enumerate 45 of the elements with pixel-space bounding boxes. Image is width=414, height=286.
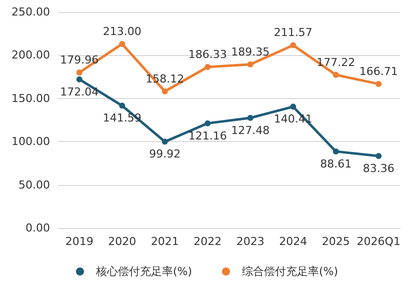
- x-tick-label: 2020: [108, 235, 136, 248]
- point: [119, 40, 126, 47]
- data-label: 83.36: [362, 162, 394, 175]
- x-tick-label: 2021: [150, 235, 179, 248]
- y-tick-label: 100.00: [12, 135, 50, 148]
- data-label: 127.48: [231, 124, 270, 137]
- legend-label: 核心偿付充足率(%): [94, 265, 192, 278]
- point: [290, 104, 296, 110]
- data-label: 121.16: [188, 129, 227, 142]
- x-tick-label: 2024: [279, 235, 308, 248]
- y-tick-label: 50.00: [18, 178, 50, 192]
- data-label: 166.71: [359, 64, 398, 78]
- point: [76, 70, 82, 76]
- y-tick-label: 0.00: [26, 222, 50, 234]
- point: [290, 42, 296, 48]
- point: [376, 80, 382, 87]
- y-tick-label: 200.00: [12, 48, 50, 62]
- point: [332, 72, 339, 78]
- point: [332, 148, 339, 154]
- legend-label: 综合偿付充足率(%): [242, 265, 338, 278]
- point: [162, 88, 168, 94]
- data-label: 172.04: [60, 85, 99, 98]
- data-label: 189.35: [231, 45, 270, 58]
- x-tick-label: 2019: [65, 235, 94, 248]
- data-label: 211.57: [274, 26, 312, 40]
- x-tick-label: 2025: [322, 235, 350, 248]
- point: [162, 138, 168, 145]
- data-label: 179.96: [60, 54, 99, 67]
- point: [376, 152, 382, 159]
- x-tick-label: 2023: [236, 235, 264, 248]
- y-tick-label: 150.00: [12, 92, 50, 105]
- point: [76, 76, 82, 82]
- point: [247, 61, 254, 68]
- data-label: 88.61: [320, 157, 352, 170]
- y-tick-label: 250.00: [12, 6, 50, 18]
- data-label: 99.92: [149, 148, 181, 161]
- x-tick-label: 2022: [194, 235, 222, 248]
- data-label: 186.33: [188, 48, 227, 62]
- data-label: 177.22: [316, 56, 356, 69]
- x-tick-label: 2026Q1: [356, 235, 400, 248]
- point: [204, 120, 211, 126]
- point: [119, 102, 126, 109]
- data-label: 213.00: [102, 24, 142, 38]
- point: [247, 114, 254, 121]
- point: [204, 64, 211, 70]
